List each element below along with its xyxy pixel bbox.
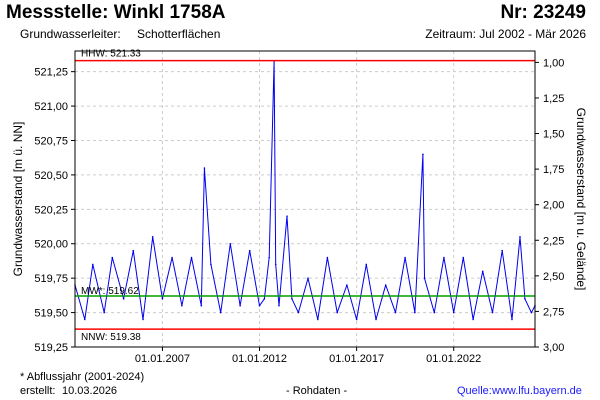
axes: 519,25 519,50 519,75 520,00 520,25 520,50 520,…	[34, 57, 564, 365]
data-point	[491, 311, 494, 314]
data-point	[278, 304, 280, 307]
data-point	[404, 256, 406, 259]
station-title: Messstelle: Winkl 1758A	[6, 2, 226, 23]
reference-label-high: HHW: 521.33	[81, 49, 141, 60]
data-point	[258, 304, 261, 307]
data-point	[83, 318, 86, 321]
created-label: erstellt:	[20, 385, 56, 397]
data-point	[161, 298, 164, 300]
x-tick-label: 01.01.2007	[135, 353, 190, 365]
data-point	[336, 311, 338, 314]
data-point	[394, 311, 397, 314]
y-tick-label-left: 519,75	[34, 273, 68, 285]
aquifer-label: Grundwasserleiter:	[20, 27, 121, 41]
y-tick-label-left: 519,25	[34, 342, 68, 354]
data-point	[355, 318, 358, 321]
reference-label-low: NNW: 519.38	[81, 332, 141, 343]
series-line	[74, 60, 536, 320]
created-date: 10.03.2026	[62, 385, 118, 397]
data-point	[501, 249, 503, 252]
data-point	[190, 256, 193, 259]
source-link[interactable]: www.lfu.bayern.de	[492, 385, 582, 397]
data-point	[307, 277, 309, 279]
reference-label-mean: MW*: 519.62	[81, 286, 139, 297]
data-point	[229, 242, 232, 245]
data-point	[171, 256, 173, 259]
data-point	[239, 304, 241, 307]
data-point	[286, 215, 288, 218]
data-point	[384, 284, 387, 286]
y-tick-label-left: 519,50	[34, 308, 68, 320]
data-point	[92, 263, 94, 266]
data-point	[122, 298, 125, 300]
data-point	[346, 284, 348, 286]
series-layer	[74, 59, 536, 321]
x-tick-label: 01.01.2017	[329, 353, 384, 365]
data-point	[219, 311, 222, 314]
y-tick-label-right: 2,00	[543, 200, 564, 212]
y-tick-label-left: 520,50	[34, 170, 68, 182]
y-axis-label-left: Grundwasserstand [m ü. NN]	[11, 122, 25, 277]
x-tick-label: 01.01.2012	[232, 353, 287, 365]
data-point	[181, 304, 183, 307]
data-point	[248, 249, 251, 252]
data-point	[414, 311, 416, 314]
y-tick-label-left: 521,00	[34, 101, 68, 113]
data-point	[203, 167, 206, 169]
y-tick-label-right: 2,50	[543, 271, 564, 283]
footnote: * Abflussjahr (2001-2024)	[20, 371, 145, 383]
period-label: Zeitraum: Jul 2002 - Mär 2026	[425, 27, 586, 41]
data-point	[519, 236, 521, 238]
aquifer-value: Schotterflächen	[137, 27, 221, 41]
y-axis-label-right: Grundwasserstand [m u. Gelände]	[574, 108, 588, 291]
data-point	[297, 311, 300, 314]
y-tick-label-right: 2,25	[543, 235, 564, 247]
data-point	[111, 256, 114, 259]
y-tick-label-left: 521,25	[34, 67, 68, 79]
data-point	[142, 318, 144, 321]
y-tick-label-left: 520,00	[34, 239, 68, 251]
data-point	[268, 256, 270, 259]
data-point	[210, 263, 212, 266]
data-point	[423, 277, 426, 279]
data-point	[375, 318, 377, 321]
data-point	[316, 318, 319, 321]
data-point	[274, 263, 277, 266]
y-tick-label-right: 3,00	[543, 342, 564, 354]
y-tick-label-left: 520,75	[34, 135, 68, 147]
data-point	[511, 318, 513, 321]
data-point	[472, 318, 474, 321]
data-point	[365, 263, 368, 266]
y-tick-label-right: 1,50	[543, 129, 564, 141]
reference-lines: HHW: 521.33 MW*: 519.62 NNW: 519.38	[75, 49, 535, 343]
data-point	[132, 249, 135, 252]
data-point	[452, 311, 455, 314]
y-tick-label-left: 520,25	[34, 204, 68, 216]
data-type-label: - Rohdaten -	[286, 385, 348, 397]
y-tick-label-right: 2,75	[543, 306, 564, 318]
data-point	[524, 298, 526, 300]
data-point	[481, 270, 484, 273]
data-point	[291, 298, 293, 300]
source-label: Quelle:	[457, 385, 492, 397]
y-tick-label-right: 1,25	[543, 93, 564, 105]
data-point	[433, 311, 436, 314]
plot-frame	[74, 50, 536, 348]
station-number: Nr: 23249	[500, 2, 586, 23]
y-tick-label-right: 1,00	[543, 57, 564, 69]
data-point	[263, 298, 266, 300]
grid-layer	[75, 51, 535, 348]
data-point	[462, 256, 465, 259]
x-tick-label: 01.01.2022	[426, 353, 481, 365]
data-point	[103, 311, 105, 314]
data-point	[443, 256, 445, 259]
data-point	[151, 236, 154, 238]
data-point	[200, 304, 203, 307]
data-point	[530, 311, 533, 314]
y-tick-label-right: 1,75	[543, 164, 564, 176]
data-point	[326, 256, 329, 259]
data-point	[422, 153, 424, 156]
